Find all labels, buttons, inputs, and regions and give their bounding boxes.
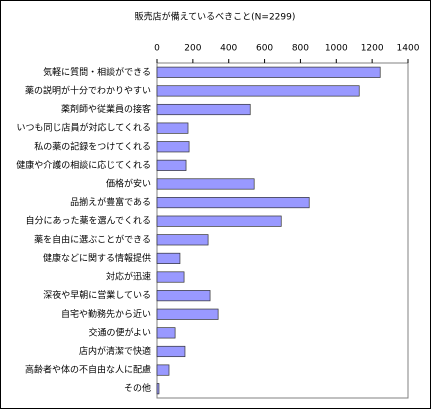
y-tick-label: 店内が清潔で快適 xyxy=(79,345,151,357)
bar xyxy=(156,85,360,97)
bar xyxy=(156,234,209,246)
x-tick-label: 1000 xyxy=(325,44,348,54)
bar xyxy=(156,308,219,320)
y-tick-label: 薬剤師や従業員の接客 xyxy=(61,103,151,115)
bar xyxy=(156,178,255,190)
bar xyxy=(156,159,187,171)
x-tick-label: 0 xyxy=(154,44,160,54)
bar xyxy=(156,383,160,395)
x-tick-label: 1400 xyxy=(397,44,420,54)
y-tick-label: 自宅や勤務先から近い xyxy=(61,308,151,320)
y-tick-label: 気軽に質問・相談ができる xyxy=(43,66,151,78)
y-tick-label: いつも同じ店員が対応してくれる xyxy=(17,122,151,134)
y-tick-label: 高齢者や体の不自由な人に配慮 xyxy=(25,364,151,376)
bar xyxy=(156,252,181,264)
bar xyxy=(156,271,185,283)
y-tick-label: 対応が迅速 xyxy=(106,271,151,283)
y-tick-label: 価格が安い xyxy=(106,177,151,189)
bar xyxy=(156,197,310,209)
y-tick-label: 深夜や早朝に営業している xyxy=(43,289,151,301)
bar xyxy=(156,290,211,302)
bar xyxy=(156,66,381,78)
bar xyxy=(156,103,251,116)
y-tick-label: 交通の便がよい xyxy=(88,326,151,338)
bar xyxy=(156,327,176,339)
x-tick-label: 800 xyxy=(292,44,309,54)
bar xyxy=(156,345,186,358)
bar xyxy=(156,364,170,376)
y-tick-label: 健康などに関する情報提供 xyxy=(43,252,151,264)
x-tick-label: 1200 xyxy=(361,44,384,54)
x-tick-label: 400 xyxy=(220,44,237,54)
y-tick-label: 薬を自由に選ぶことができる xyxy=(34,233,151,245)
y-tick-label: 健康や介護の相談に応じてくれる xyxy=(16,159,151,171)
y-tick-label: 品揃えが豊富である xyxy=(70,196,151,208)
x-tick-label: 600 xyxy=(256,44,273,54)
y-tick-label: 薬の説明が十分でわかりやすい xyxy=(25,84,151,96)
x-tick-label: 200 xyxy=(184,44,201,54)
y-tick-label: 自分にあった薬を選んでくれる xyxy=(25,215,151,227)
y-tick-label: 私の薬の記録をつけてくれる xyxy=(34,140,151,152)
chart-title: 販売店が備えているべきこと(N=2299) xyxy=(135,11,296,23)
plot-area xyxy=(156,62,409,399)
bar xyxy=(156,141,190,153)
bar xyxy=(156,122,189,134)
y-tick-label: その他 xyxy=(124,382,151,394)
bar xyxy=(156,215,282,227)
